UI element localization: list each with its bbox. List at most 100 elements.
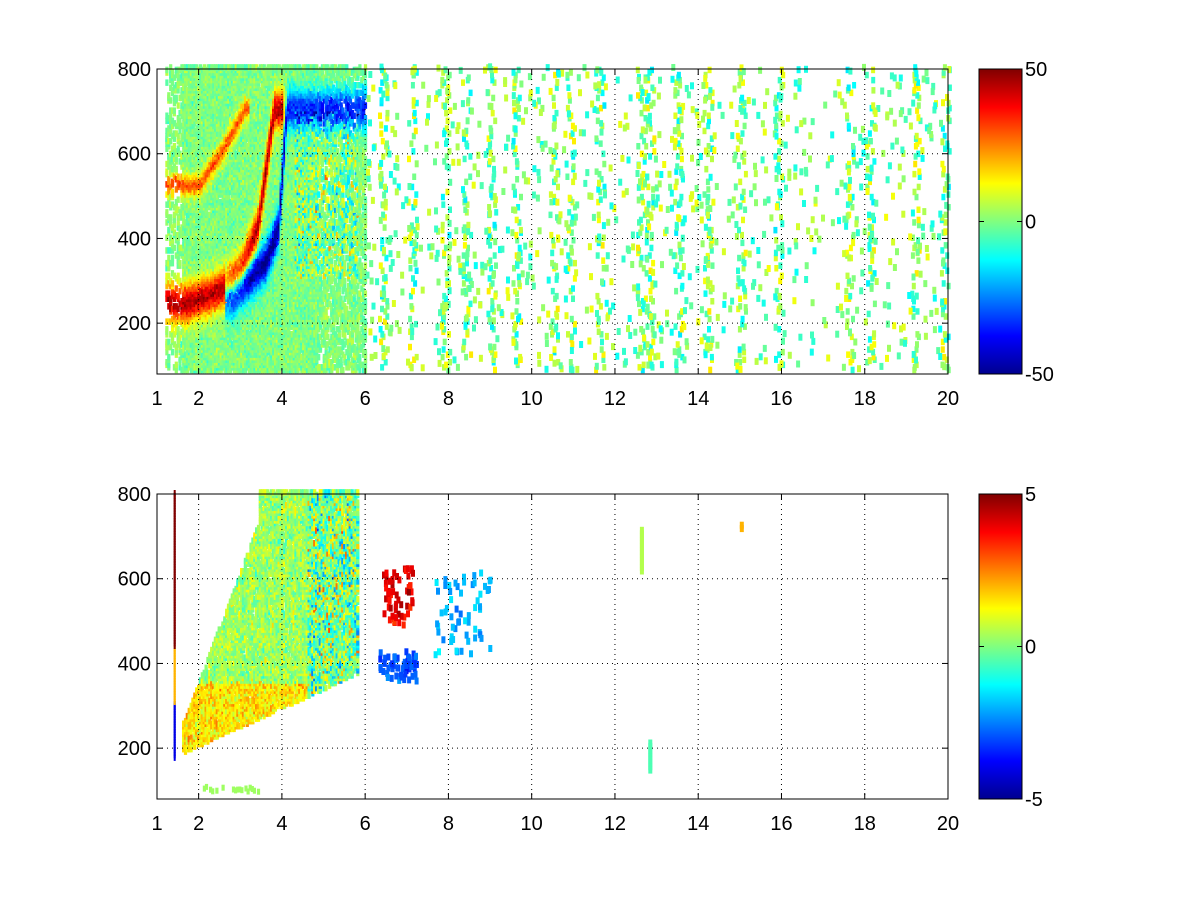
- heatmap-cell: [219, 328, 223, 335]
- heatmap-cell: [169, 277, 173, 285]
- heatmap-cell: [242, 64, 246, 71]
- heatmap-cell: [178, 300, 182, 308]
- heatmap-cell: [174, 252, 178, 259]
- heatmap-cell: [180, 298, 184, 305]
- heatmap-cell: [193, 64, 197, 71]
- heatmap-cell: [185, 206, 190, 213]
- heatmap-cell: [212, 211, 216, 219]
- heatmap-cell: [219, 74, 223, 81]
- heatmap-cell: [214, 209, 218, 216]
- heatmap-cell: [208, 193, 212, 201]
- heatmap-cell: [225, 64, 229, 71]
- heatmap-cell: [169, 117, 173, 125]
- heatmap-cell: [170, 254, 175, 262]
- heatmap-cell: [174, 94, 178, 102]
- heatmap-cell: [174, 176, 178, 183]
- heatmap-cell: [236, 148, 240, 155]
- heatmap-cell: [178, 287, 182, 295]
- heatmap-cell: [195, 242, 199, 249]
- heatmap-cell: [232, 303, 236, 310]
- heatmap-cell: [227, 346, 231, 353]
- heatmap-cell: [174, 204, 178, 211]
- heatmap-cell: [176, 331, 180, 338]
- heatmap-cell: [212, 196, 216, 203]
- heatmap-cell: [236, 143, 240, 150]
- heatmap-cell: [212, 115, 216, 122]
- heatmap-cell: [170, 188, 175, 196]
- heatmap-cell: [176, 214, 180, 221]
- heatmap-cell: [165, 338, 169, 346]
- heatmap-cell: [174, 318, 178, 325]
- heatmap-cell: [202, 186, 206, 193]
- heatmap-cell: [174, 343, 178, 351]
- heatmap-cell: [167, 338, 171, 346]
- heatmap-cell: [184, 219, 188, 226]
- heatmap-cell: [169, 234, 173, 241]
- heatmap-cell: [182, 193, 186, 201]
- heatmap-cell: [221, 79, 225, 86]
- heatmap-cell: [187, 135, 191, 142]
- heatmap-cell: [172, 99, 176, 107]
- heatmap-cell: [202, 201, 206, 208]
- heatmap-cell: [210, 148, 214, 155]
- heatmap-cell: [221, 364, 225, 371]
- heatmap-cell: [185, 323, 190, 330]
- heatmap-cell: [174, 87, 178, 94]
- heatmap-cell: [180, 137, 184, 145]
- heatmap-cell: [169, 201, 173, 208]
- heatmap-cell: [215, 265, 220, 272]
- heatmap-cell: [178, 249, 182, 257]
- heatmap-cell: [242, 82, 246, 89]
- heatmap-cell: [195, 259, 199, 267]
- heatmap-cell: [182, 69, 186, 76]
- heatmap-cell: [229, 132, 233, 140]
- heatmap-cell: [178, 315, 182, 323]
- heatmap-cell: [170, 326, 175, 333]
- heatmap-cell: [210, 224, 214, 231]
- heatmap-cell: [230, 64, 235, 71]
- heatmap-cell: [167, 290, 171, 297]
- heatmap-cell: [172, 155, 176, 163]
- heatmap-cell: [219, 89, 223, 97]
- heatmap-cell: [165, 209, 169, 216]
- heatmap-cell: [170, 165, 175, 173]
- heatmap-cell: [176, 145, 180, 152]
- heatmap-cell: [238, 165, 242, 173]
- heatmap-cell: [214, 356, 218, 363]
- heatmap-cell: [178, 331, 182, 338]
- heatmap-cell: [170, 348, 175, 356]
- heatmap-cell: [210, 64, 214, 71]
- heatmap-cell: [225, 193, 229, 201]
- heatmap-cell: [165, 247, 169, 254]
- heatmap-cell: [176, 231, 180, 239]
- heatmap-cell: [180, 196, 184, 203]
- heatmap-cell: [221, 219, 225, 226]
- heatmap-cell: [206, 176, 210, 183]
- heatmap-cell: [178, 74, 182, 81]
- heatmap-cell: [167, 254, 171, 262]
- heatmap-cell: [234, 112, 238, 119]
- heatmap-cell: [180, 204, 184, 211]
- heatmap-cell: [167, 130, 171, 137]
- heatmap-cell: [200, 234, 205, 241]
- heatmap-cell: [176, 305, 180, 313]
- heatmap-cell: [240, 64, 244, 71]
- heatmap-cell: [223, 272, 227, 280]
- heatmap-cell: [202, 64, 206, 71]
- heatmap-cell: [167, 226, 171, 234]
- heatmap-cell: [193, 275, 197, 282]
- heatmap-cell: [169, 331, 173, 338]
- heatmap-cell: [167, 137, 171, 145]
- heatmap-cell: [238, 366, 242, 374]
- heatmap-cell: [172, 272, 176, 280]
- heatmap-cell: [200, 315, 205, 323]
- heatmap-cell: [170, 107, 175, 114]
- heatmap-cell: [234, 178, 238, 186]
- heatmap-cell: [178, 127, 182, 135]
- heatmap-cell: [232, 343, 236, 351]
- heatmap-cell: [184, 120, 188, 127]
- heatmap-cell: [169, 112, 173, 119]
- heatmap-cell: [236, 82, 240, 89]
- heatmap-cell: [167, 303, 171, 310]
- heatmap-cell: [174, 155, 178, 163]
